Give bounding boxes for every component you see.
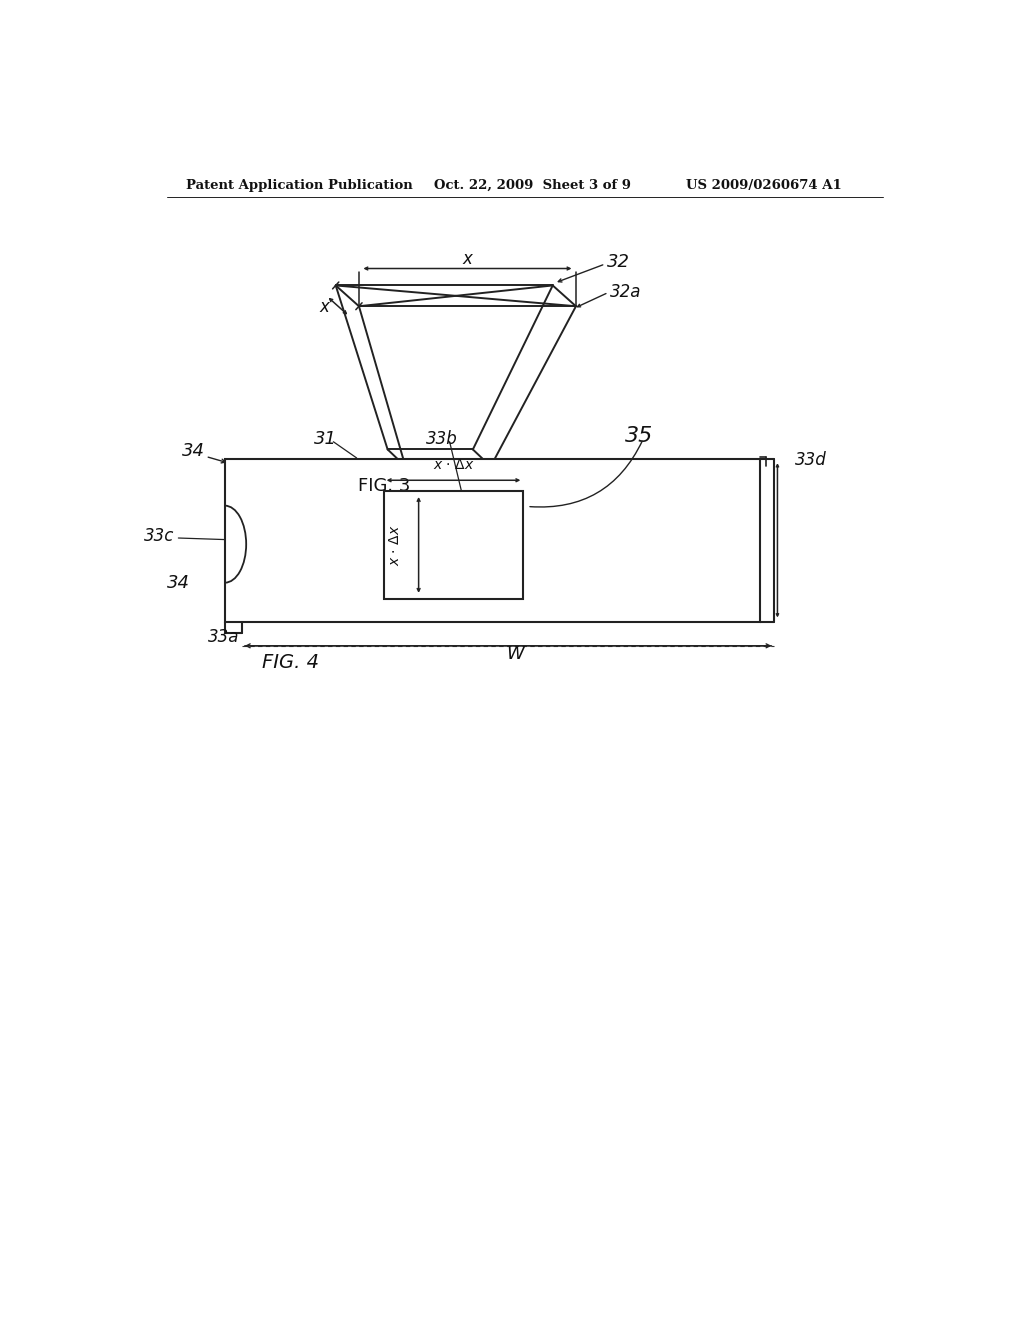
Text: x $\cdot$ $\Delta$x: x $\cdot$ $\Delta$x xyxy=(388,524,402,566)
Text: 32a: 32a xyxy=(610,284,642,301)
Text: 33b: 33b xyxy=(426,430,458,449)
Text: FIG. 4: FIG. 4 xyxy=(262,653,319,672)
Text: 33c: 33c xyxy=(144,527,174,545)
Text: x $\cdot$ $\Delta$x: x $\cdot$ $\Delta$x xyxy=(433,458,474,471)
Bar xyxy=(384,491,523,599)
Text: US 2009/0260674 A1: US 2009/0260674 A1 xyxy=(686,178,842,191)
Text: 34: 34 xyxy=(167,574,190,593)
Text: 32: 32 xyxy=(607,253,630,272)
Text: 31: 31 xyxy=(314,430,337,449)
Text: 35: 35 xyxy=(626,425,653,446)
Text: W: W xyxy=(507,645,524,663)
Text: 33a: 33a xyxy=(208,628,240,647)
Bar xyxy=(225,459,760,622)
Text: FIG. 3: FIG. 3 xyxy=(357,477,410,495)
Text: x: x xyxy=(319,297,329,315)
Text: Oct. 22, 2009  Sheet 3 of 9: Oct. 22, 2009 Sheet 3 of 9 xyxy=(434,178,631,191)
Text: Patent Application Publication: Patent Application Publication xyxy=(186,178,413,191)
Text: 34: 34 xyxy=(182,442,206,459)
Text: 33d: 33d xyxy=(795,451,826,469)
Text: x: x xyxy=(463,251,472,268)
